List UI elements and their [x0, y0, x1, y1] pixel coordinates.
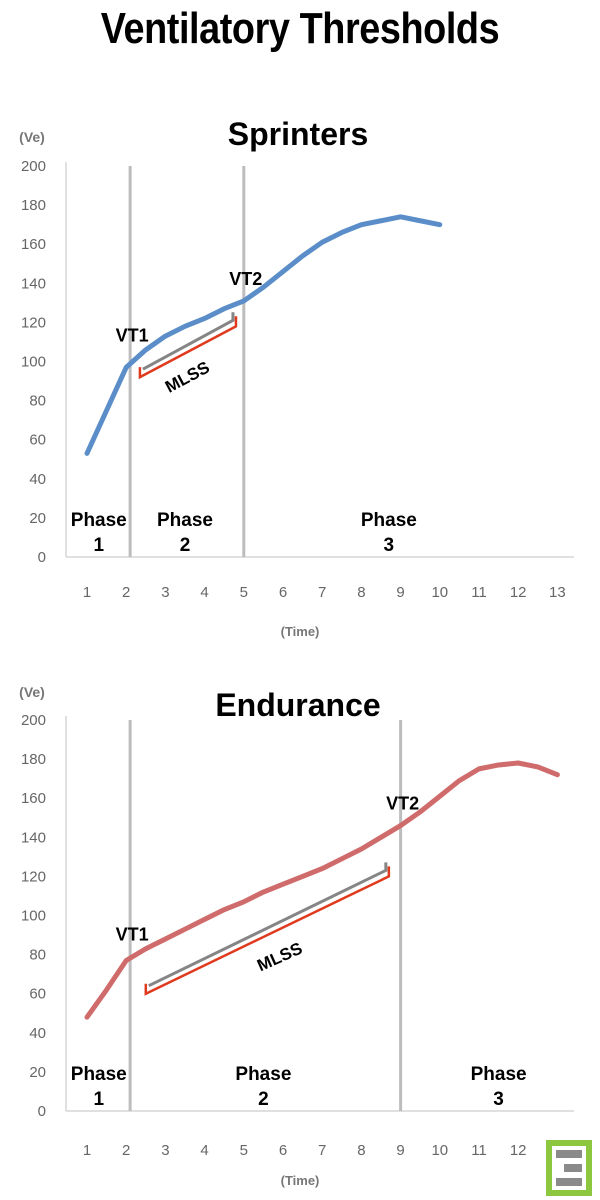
x-tick-label: 4: [200, 1142, 208, 1159]
y-tick-label: 140: [21, 275, 46, 292]
x-tick-label: 5: [240, 1142, 248, 1159]
phase-title-1: Phase: [71, 1064, 127, 1085]
y-tick-label: 20: [29, 1064, 46, 1081]
phase-title-3: Phase: [471, 1064, 527, 1085]
x-tick-label: 6: [279, 584, 287, 601]
mlss-bracket: [144, 866, 391, 996]
y-tick-label: 200: [21, 158, 46, 175]
x-tick-label: 6: [279, 1142, 287, 1159]
y-tick-label: 180: [21, 197, 46, 214]
x-tick-label: 4: [200, 584, 208, 601]
phase-title-1: Phase: [71, 510, 127, 531]
y-tick-label: 0: [38, 1103, 46, 1120]
chart-title: Endurance: [215, 687, 380, 723]
series-line: [84, 760, 560, 1020]
y-tick-label: 120: [21, 314, 46, 331]
x-tick-label: 9: [396, 584, 404, 601]
y-tick-label: 180: [21, 751, 46, 768]
x-tick-label: 11: [471, 584, 487, 601]
y-tick-label: 0: [38, 549, 46, 566]
x-tick-label: 1: [83, 584, 91, 601]
phase-number-3: 3: [384, 535, 395, 556]
x-tick-label: 7: [318, 1142, 326, 1159]
phase-title-3: Phase: [361, 510, 417, 531]
x-tick-label: 12: [510, 1142, 527, 1159]
x-tick-label: 9: [396, 1142, 404, 1159]
x-tick-label: 7: [318, 584, 326, 601]
y-tick-label: 80: [29, 947, 46, 964]
y-tick-label: 40: [29, 1025, 46, 1042]
y-tick-label: 20: [29, 510, 46, 527]
mlss-label: MLSS: [254, 939, 305, 976]
x-tick-label: 3: [161, 584, 169, 601]
phase-number-1: 1: [93, 1089, 104, 1110]
y-tick-label: 120: [21, 868, 46, 885]
x-tick-label: 2: [122, 584, 130, 601]
x-axis-label: (Time): [281, 1173, 320, 1188]
mlss-shadow-line: [142, 312, 235, 371]
x-tick-label: 8: [357, 584, 365, 601]
phase-number-2: 2: [180, 535, 191, 556]
page-title: Ventilatory Thresholds: [100, 4, 500, 53]
brand-logo-icon: [546, 1140, 592, 1196]
x-tick-label: 3: [161, 1142, 169, 1159]
phase-number-3: 3: [493, 1089, 504, 1110]
x-tick-label: 11: [471, 1142, 487, 1159]
phase-number-2: 2: [258, 1089, 269, 1110]
y-tick-label: 140: [21, 829, 46, 846]
series-line: [84, 214, 443, 456]
sprinters-plot: Sprinters (Ve) 0 20 40 60 80 100 120 140 160 180 200…: [19, 116, 574, 639]
y-axis-label: (Ve): [19, 684, 45, 700]
x-tick-label: 5: [240, 584, 248, 601]
threshold-label-vt1: VT1: [116, 326, 149, 346]
x-axis-label: (Time): [281, 624, 320, 639]
threshold-label-vt2: VT2: [229, 269, 262, 289]
x-tick-label: 10: [431, 1142, 448, 1159]
y-tick-label: 100: [21, 908, 46, 925]
threshold-label-vt2: VT2: [386, 794, 419, 814]
y-axis-label: (Ve): [19, 129, 45, 145]
x-tick-label: 1: [83, 1142, 91, 1159]
x-tick-label: 12: [510, 584, 527, 601]
x-tick-label: 8: [357, 1142, 365, 1159]
mlss-bracket: [138, 316, 238, 380]
x-tick-label: 2: [122, 1142, 130, 1159]
x-tick-label: 13: [549, 584, 566, 601]
x-tick-label: 10: [431, 584, 448, 601]
phase-number-1: 1: [93, 535, 104, 556]
y-tick-label: 160: [21, 236, 46, 253]
threshold-label-vt1: VT1: [116, 925, 149, 945]
mlss-shadow-line: [148, 862, 388, 988]
y-tick-label: 60: [29, 986, 46, 1003]
y-tick-label: 100: [21, 354, 46, 371]
chart-title: Sprinters: [228, 116, 368, 152]
endurance-plot: Endurance (Ve) 0 20 40 60 80 100 120 140 160 180 200…: [19, 684, 574, 1188]
y-tick-label: 80: [29, 393, 46, 410]
y-tick-label: 160: [21, 790, 46, 807]
y-tick-label: 60: [29, 432, 46, 449]
phase-title-2: Phase: [235, 1064, 291, 1085]
phase-title-2: Phase: [157, 510, 213, 531]
y-tick-label: 40: [29, 471, 46, 488]
y-tick-label: 200: [21, 712, 46, 729]
